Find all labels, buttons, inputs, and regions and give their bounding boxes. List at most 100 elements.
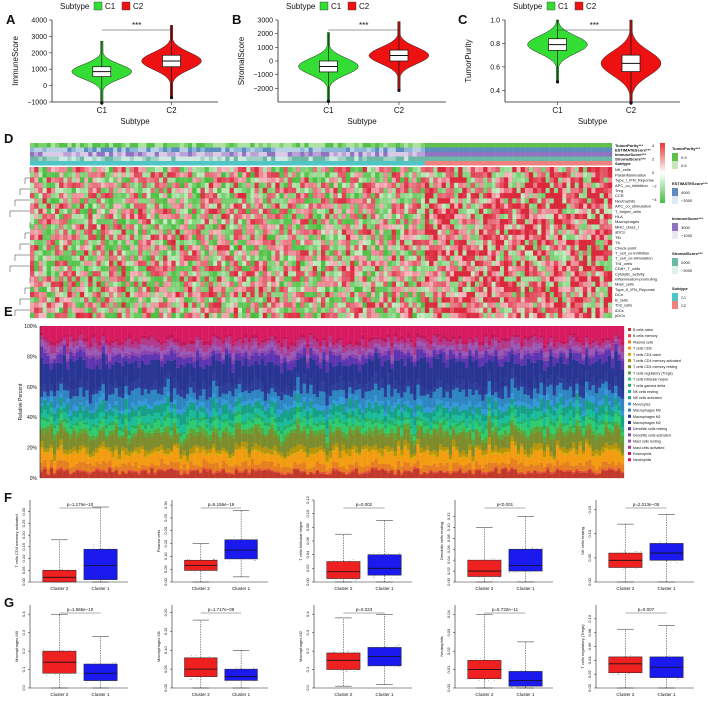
heatmap-cell (179, 229, 185, 235)
heatmap-cell (470, 245, 476, 251)
heatmap-cell (158, 291, 164, 298)
heatmap-cell (79, 271, 85, 277)
heatmap-cell (321, 260, 326, 267)
heatmap-cell (566, 297, 571, 303)
heatmap-cell (50, 297, 56, 303)
heatmap-cell (67, 182, 72, 189)
heatmap-cell (420, 172, 426, 178)
heatmap-cell (399, 312, 405, 319)
heatmap-cell (133, 307, 139, 313)
heatmap-cell (454, 260, 459, 267)
heatmap-cell (537, 307, 542, 313)
heatmap-cell (508, 203, 513, 209)
heatmap-cell (54, 182, 60, 189)
heatmap-cell (445, 224, 451, 230)
heatmap-cell (250, 239, 255, 246)
heatmap-cell (533, 250, 538, 256)
heatmap-cell (366, 198, 372, 204)
heatmap-cell (341, 250, 347, 256)
heatmap-cell (167, 208, 172, 215)
heatmap-cell (499, 224, 505, 230)
annotation-cell (150, 147, 155, 152)
annotation-cell (487, 152, 492, 157)
heatmap-cell (375, 172, 380, 178)
heatmap-cell (217, 307, 222, 313)
heatmap-cell (150, 167, 155, 173)
heatmap-cell (200, 182, 205, 189)
heatmap-cell (449, 260, 455, 267)
annotation-cell (104, 143, 110, 148)
heatmap-cell (449, 245, 455, 251)
heatmap-cell (59, 307, 64, 313)
heatmap-cell (454, 281, 459, 287)
heatmap-cell (75, 271, 81, 277)
heatmap-cell (379, 255, 384, 261)
heatmap-cell (487, 167, 492, 173)
annotation-cell (553, 147, 559, 152)
heatmap-cell (466, 203, 471, 209)
heatmap-cell (88, 229, 93, 235)
annotation-cell (163, 161, 168, 166)
heatmap-cell (275, 234, 280, 241)
heatmap-cell (512, 312, 517, 319)
heatmap-cell (429, 198, 434, 204)
heatmap-cell (316, 234, 322, 241)
heatmap-cell (237, 234, 243, 241)
heatmap-cell (578, 187, 584, 194)
heatmap-cell (34, 271, 39, 277)
heatmap-cell (266, 193, 272, 199)
heatmap-cell (300, 177, 305, 183)
heatmap-cell (462, 307, 467, 313)
heatmap-cell (212, 172, 218, 178)
heatmap-cell (329, 291, 334, 298)
heatmap-cell (250, 193, 255, 199)
annotation-cell (204, 147, 209, 152)
heatmap-cell (412, 239, 417, 246)
heatmap-cell (454, 239, 459, 246)
heatmap-cell (275, 187, 280, 194)
heatmap-cell (271, 245, 276, 251)
heatmap-cell (104, 312, 110, 319)
annotation-cell (354, 161, 359, 166)
heatmap-cell (345, 203, 351, 209)
heatmap-cell (424, 167, 430, 173)
heatmap-cell (117, 239, 122, 246)
legend-title: Subtype (513, 2, 543, 11)
heatmap-cell (229, 265, 234, 272)
heatmap-cell (429, 281, 434, 287)
heatmap-cell (104, 172, 110, 178)
heatmap-cell (582, 250, 588, 256)
heatmap-cell (179, 245, 185, 251)
heatmap-cell (404, 224, 409, 230)
heatmap-cell (304, 302, 309, 308)
heatmap-cell (441, 302, 446, 308)
heatmap-cell (179, 177, 185, 183)
annotation-cell (121, 143, 126, 148)
heatmap-cell (595, 265, 600, 272)
heatmap-cell (375, 203, 380, 209)
legend-label-c1: C1 (558, 2, 569, 11)
heatmap-cell (603, 234, 609, 241)
heatmap-cell (146, 182, 151, 189)
heatmap-cell (337, 213, 342, 220)
heatmap-cell (499, 193, 505, 199)
heatmap-cell (192, 276, 197, 282)
heatmap-cell (163, 234, 168, 241)
heatmap-cell (312, 297, 318, 303)
heatmap-cell (578, 167, 584, 173)
heatmap-cell (566, 245, 571, 251)
annotation-cell (541, 161, 546, 166)
heatmap-cell (46, 193, 51, 199)
annotation-cell (63, 143, 68, 148)
heatmap-cell (466, 250, 471, 256)
heatmap-cell (59, 234, 64, 241)
heatmap-cell (541, 260, 546, 267)
heatmap-cell (379, 224, 384, 230)
heatmap-cell (474, 250, 480, 256)
heatmap-cell (541, 312, 546, 319)
annotation-cell (96, 147, 101, 152)
heatmap-cell (362, 229, 367, 235)
heatmap-cell (578, 297, 584, 303)
annotation-cell (283, 143, 288, 148)
heatmap-cell (358, 177, 363, 183)
